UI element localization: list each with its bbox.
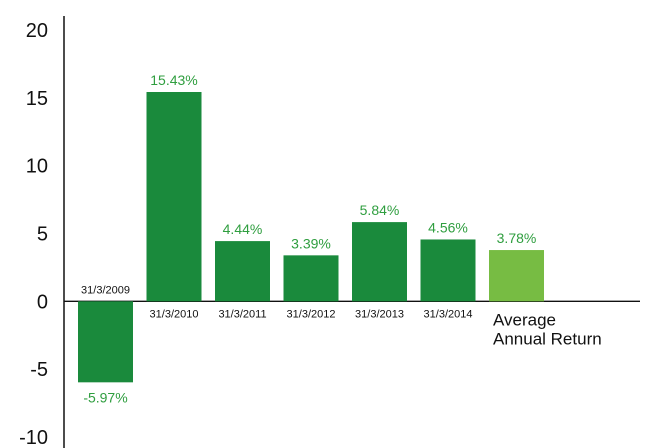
y-tick-label: 5 <box>37 224 48 246</box>
y-tick-label: 10 <box>26 156 48 178</box>
data-label: -5.97% <box>83 389 127 405</box>
bar <box>420 239 476 302</box>
category-label: 31/3/2010 <box>150 308 199 320</box>
bars <box>78 91 544 383</box>
category-label: 31/3/2014 <box>424 308 473 320</box>
category-label: 31/3/2011 <box>218 308 266 320</box>
y-tick-label: -10 <box>19 427 48 448</box>
data-label: 3.78% <box>497 230 537 246</box>
y-tick-label: 20 <box>26 20 48 42</box>
category-label: 31/3/2012 <box>287 308 336 320</box>
y-tick-label: 0 <box>37 291 48 313</box>
data-label: 3.39% <box>291 235 331 251</box>
category-label: Annual Return <box>493 329 602 348</box>
data-label: 5.84% <box>360 202 400 218</box>
bar <box>78 301 133 383</box>
bar <box>146 91 202 302</box>
bar <box>352 222 407 302</box>
category-label: 31/3/2009 <box>81 284 130 296</box>
bar <box>489 250 544 302</box>
data-label: 4.44% <box>223 221 263 237</box>
y-tick-label: 15 <box>26 88 48 110</box>
category-label: Average <box>493 310 556 329</box>
bar <box>215 241 270 302</box>
data-label: 15.43% <box>150 72 197 88</box>
y-axis-ticks: 20 15 10 5 0 -5 -10 <box>19 20 48 448</box>
data-label: 4.56% <box>428 219 468 235</box>
category-label: 31/3/2013 <box>355 308 404 320</box>
bar <box>283 255 339 302</box>
y-tick-label: -5 <box>30 359 48 381</box>
value-labels: -5.97% 15.43% 4.44% 3.39% 5.84% 4.56% 3.78% <box>83 72 536 405</box>
category-labels: 31/3/2009 31/3/2010 31/3/2011 31/3/2012 31/3… <box>81 284 602 348</box>
